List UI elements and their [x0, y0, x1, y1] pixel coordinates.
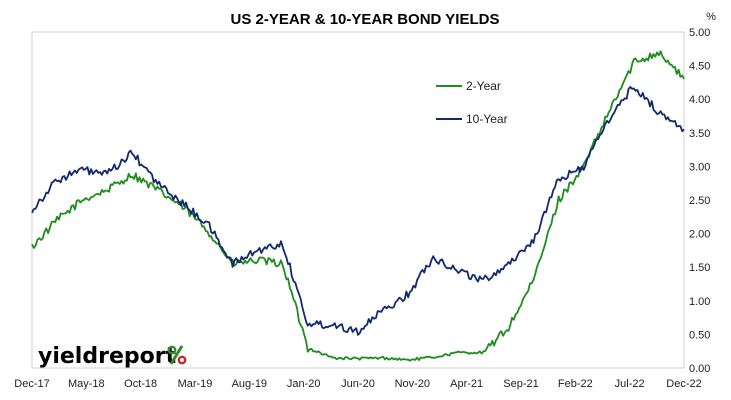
y-tick-label: 2.00 [689, 229, 710, 241]
y-tick-label: 2.50 [689, 195, 710, 207]
y-tick-label: 1.50 [689, 262, 710, 274]
x-tick-label: Dec-17 [14, 378, 49, 390]
x-tick-label: Feb-22 [558, 378, 593, 390]
percent-logo-icon [167, 345, 187, 365]
y-tick-label: 5.00 [689, 27, 710, 39]
x-tick-label: Nov-20 [395, 378, 430, 390]
x-tick-label: Jul-22 [615, 378, 645, 390]
plot-area [31, 31, 685, 369]
y-axis: 0.00 0.50 1.00 1.50 2.00 2.50 3.00 3.50 4.00 4.50… [689, 27, 710, 375]
legend-label: 2-Year [466, 79, 501, 93]
x-tick-label: Sep-21 [503, 378, 538, 390]
yieldreport-logo: yieldreport [38, 344, 187, 369]
x-tick-label: Apr-21 [450, 378, 483, 390]
chart-title: US 2-YEAR & 10-YEAR BOND YIELDS [231, 11, 500, 28]
x-tick-label: Mar-19 [178, 378, 213, 390]
logo-wordmark: yieldreport [38, 344, 177, 369]
series-lines [31, 50, 685, 362]
x-tick-label: Jan-20 [287, 378, 321, 390]
y-tick-label: 0.50 [689, 329, 710, 341]
y-tick-label: 3.50 [689, 128, 710, 140]
x-axis: Dec-17 May-18 Oct-18 Mar-19 Aug-19 Jan-20 Jun-… [14, 378, 701, 390]
series-line-2-year [31, 50, 685, 362]
y-tick-label: 0.00 [689, 363, 710, 375]
y-tick-label: 3.00 [689, 161, 710, 173]
x-tick-label: May-18 [68, 378, 105, 390]
series-line-10-year [31, 86, 685, 336]
y-axis-unit: % [706, 11, 716, 23]
legend: 2-Year 10-Year [436, 79, 508, 126]
y-tick-label: 4.50 [689, 61, 710, 73]
x-tick-label: Jun-20 [341, 378, 375, 390]
x-tick-label: Aug-19 [232, 378, 267, 390]
y-tick-label: 4.00 [689, 94, 710, 106]
legend-label: 10-Year [466, 112, 508, 126]
y-tick-label: 1.00 [689, 296, 710, 308]
x-tick-label: Oct-18 [124, 378, 157, 390]
x-tick-label: Dec-22 [666, 378, 701, 390]
